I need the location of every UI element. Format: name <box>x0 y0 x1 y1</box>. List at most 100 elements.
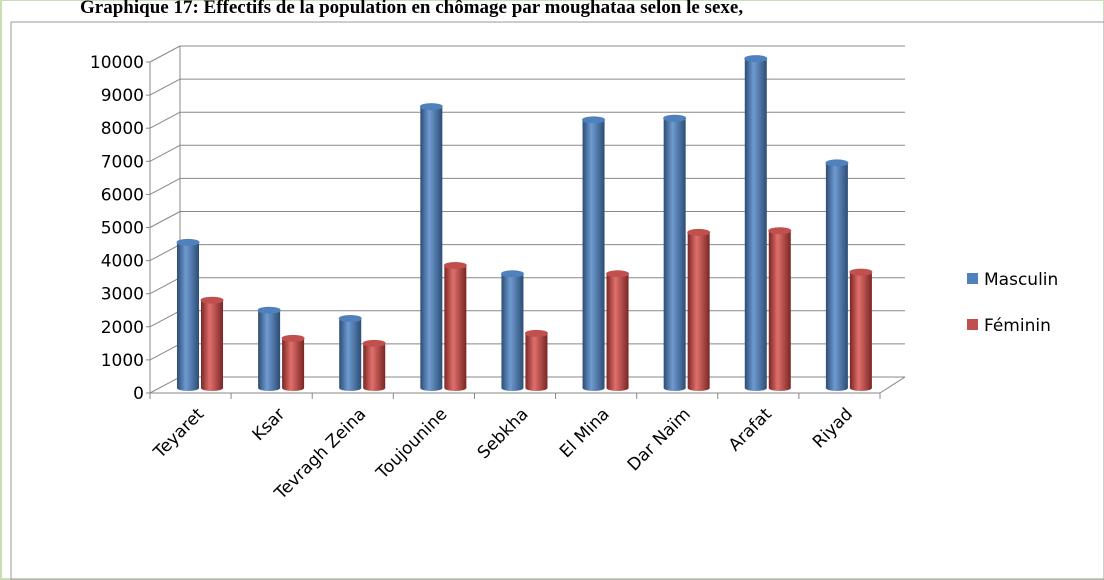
bar <box>362 339 386 391</box>
bar <box>500 270 524 391</box>
grid-line-side <box>149 45 181 63</box>
bar-top <box>362 339 386 347</box>
bar-body <box>768 230 791 388</box>
y-tick-label: 8000 <box>101 119 144 139</box>
bar-body <box>444 265 467 388</box>
grid-line-side <box>149 144 181 162</box>
bar-body <box>282 338 305 388</box>
bar-base <box>420 385 443 391</box>
grid-line-side <box>149 111 181 129</box>
bar-body <box>258 310 281 388</box>
bar <box>176 238 200 391</box>
legend-label: Masculin <box>984 270 1058 290</box>
bar-base <box>501 385 524 391</box>
bar <box>524 329 548 391</box>
chart-title: Graphique 17: Effectifs de la population… <box>80 0 743 18</box>
y-tick-label: 9000 <box>101 86 144 106</box>
bar-base <box>363 385 386 391</box>
bar <box>200 296 224 391</box>
grid-line-side <box>149 211 181 228</box>
bar-top <box>524 329 548 337</box>
bar-top <box>443 262 467 270</box>
bar <box>744 55 768 391</box>
y-tick-label: 10000 <box>90 53 144 73</box>
bar <box>257 306 281 391</box>
grid-line-side <box>149 376 181 394</box>
bar-body <box>420 106 443 389</box>
bar-top <box>768 227 792 235</box>
y-tick-label: 2000 <box>101 318 144 338</box>
bar <box>663 114 687 391</box>
bar-body <box>663 118 686 389</box>
bar-base <box>258 385 281 391</box>
bar <box>338 314 362 391</box>
bar-base <box>687 385 710 391</box>
bar-body <box>201 300 223 388</box>
bar-top <box>849 268 873 276</box>
bar-top <box>825 159 849 167</box>
bar-base <box>849 385 872 391</box>
bar <box>768 227 792 391</box>
bar-body <box>177 242 199 388</box>
bar-top <box>338 314 362 322</box>
bar-base <box>825 385 848 391</box>
bar-base <box>339 385 362 391</box>
bar-body <box>525 333 548 388</box>
y-tick-label: 7000 <box>101 152 144 172</box>
bar-base <box>606 385 629 391</box>
bar <box>443 262 467 391</box>
bar-base <box>663 385 686 391</box>
legend-label: Féminin <box>984 316 1051 336</box>
bar-base <box>177 385 199 391</box>
bar-top <box>200 296 224 304</box>
bar <box>687 228 711 391</box>
y-tick-label: 3000 <box>101 285 144 305</box>
bar-top <box>663 114 687 122</box>
grid-line-side <box>149 277 181 295</box>
legend-swatch <box>967 319 978 330</box>
bar-base <box>582 385 605 391</box>
floor-edge <box>879 376 906 394</box>
bar <box>582 116 606 391</box>
grid-line-side <box>149 78 181 96</box>
y-tick-label: 4000 <box>101 252 144 272</box>
bar-top <box>687 228 711 236</box>
grid-line-side <box>149 310 181 328</box>
bar <box>606 270 630 391</box>
bar-top <box>257 306 281 314</box>
legend-swatch <box>967 273 978 284</box>
grid-line-side <box>149 244 181 262</box>
bar-body <box>339 318 362 388</box>
bar-body <box>582 119 605 388</box>
bar <box>281 334 305 391</box>
bar-base <box>444 385 467 391</box>
bar-top <box>500 270 524 278</box>
bar-body <box>363 343 386 388</box>
bar-body <box>501 273 524 388</box>
bar-body <box>687 232 710 388</box>
bar-top <box>606 270 630 278</box>
bar-base <box>768 385 791 391</box>
bar-body <box>744 58 767 388</box>
y-tick-label: 5000 <box>101 219 144 239</box>
chart-frame <box>10 21 1104 580</box>
bar-body <box>825 162 848 388</box>
bar-base <box>282 385 305 391</box>
bar-top <box>419 103 443 111</box>
bar-body <box>606 273 629 388</box>
y-tick-label: 0 <box>133 384 144 404</box>
bar <box>419 103 443 391</box>
bar-top <box>582 116 606 124</box>
y-tick-label: 6000 <box>101 185 144 205</box>
bar-top <box>176 238 200 246</box>
bar-top <box>744 55 768 63</box>
bar <box>825 159 849 391</box>
bar-base <box>525 385 548 391</box>
bar-body <box>849 272 872 388</box>
grid-line-side <box>149 343 181 361</box>
bar-base <box>201 385 223 391</box>
grid-line-side <box>149 177 181 195</box>
y-tick-label: 1000 <box>101 351 144 371</box>
